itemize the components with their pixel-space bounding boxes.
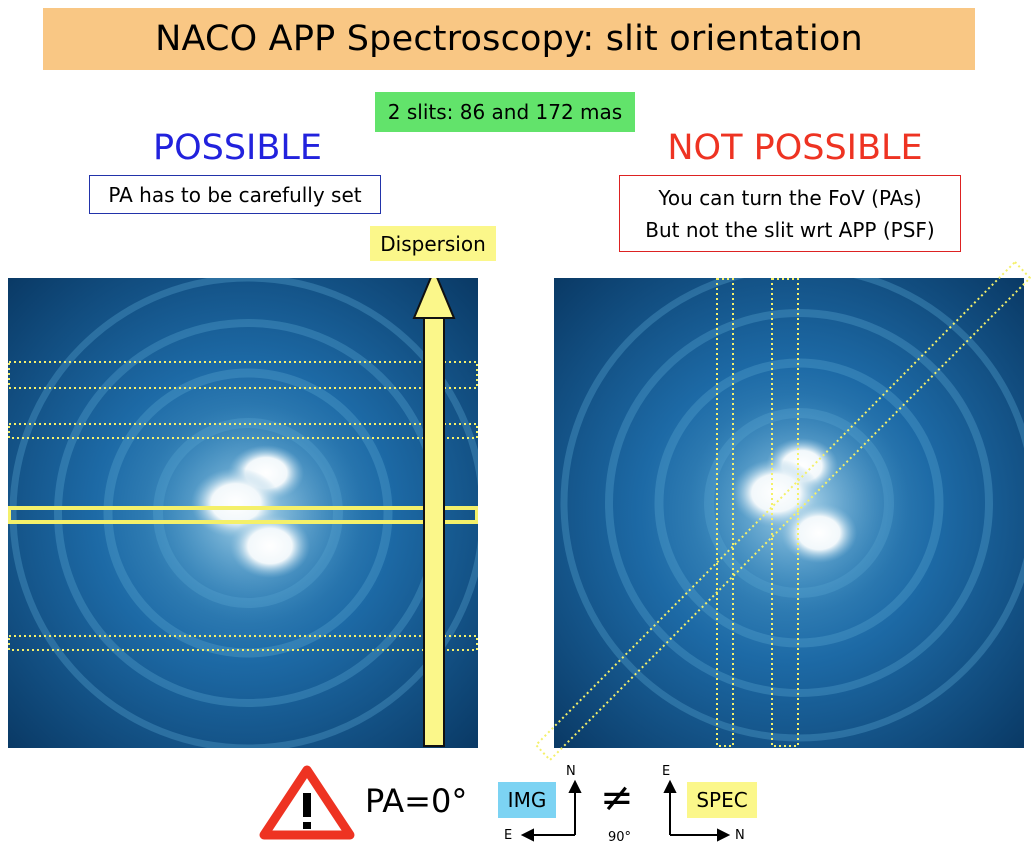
page-title: NACO APP Spectroscopy: slit orientation xyxy=(155,19,863,59)
not-possible-note-line2: But not the slit wrt APP (PSF) xyxy=(645,217,935,242)
img-axes-icon xyxy=(520,779,582,842)
img-axis-up-label: N xyxy=(566,764,576,779)
possible-heading: POSSIBLE xyxy=(152,128,323,168)
img-tag: IMG xyxy=(498,782,556,818)
not-possible-heading: NOT POSSIBLE xyxy=(667,128,923,168)
spec-axis-right-label: N xyxy=(735,828,745,843)
dispersion-label: Dispersion xyxy=(370,226,496,261)
spec-axis-up-label: E xyxy=(662,764,671,779)
spec-axes-icon xyxy=(663,779,731,842)
right-psf-svg xyxy=(554,264,1031,748)
not-equal-symbol: ≠ xyxy=(600,775,634,821)
not-possible-note-box: You can turn the FoV (PAs) But not the s… xyxy=(619,175,961,252)
pa-note-box: PA has to be carefully set xyxy=(89,175,381,214)
slits-badge: 2 slits: 86 and 172 mas xyxy=(375,92,635,132)
warning-triangle-icon xyxy=(259,765,355,840)
spec-tag: SPEC xyxy=(687,782,757,818)
img-axis-left-label: E xyxy=(504,828,513,843)
pa-value: PA=0° xyxy=(365,782,468,820)
left-psf-image xyxy=(7,267,487,752)
left-psf-svg xyxy=(7,267,487,752)
pa-note-text: PA has to be carefully set xyxy=(108,182,362,207)
not-possible-note-line1: You can turn the FoV (PAs) xyxy=(658,185,922,210)
title-banner: NACO APP Spectroscopy: slit orientation xyxy=(43,8,975,70)
right-psf-image xyxy=(554,264,1031,748)
rotation-label: 90° xyxy=(608,830,632,845)
